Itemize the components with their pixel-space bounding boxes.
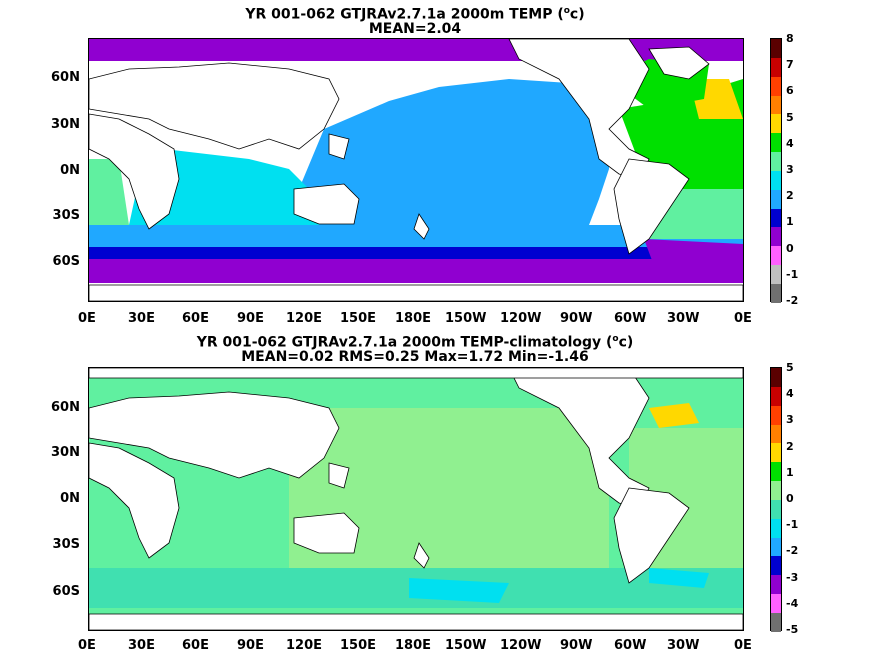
panel2-x-tick: 30E	[128, 638, 155, 653]
colorbar-label: 0	[786, 241, 794, 255]
colorbar-segment	[771, 556, 781, 576]
colorbar-label: 1	[786, 465, 794, 479]
panel2-x-tick: 180E	[395, 638, 432, 653]
panel2-map	[88, 367, 744, 631]
colorbar-label: 4	[786, 387, 794, 401]
panel2-y-tick: 30N	[51, 445, 80, 460]
panel1-title-line1: YR 001-062 GTJRAv2.7.1a 2000m TEMP (oc)	[245, 6, 585, 23]
colorbar-label: 2	[786, 439, 794, 453]
panel2-x-tick: 0E	[734, 638, 752, 653]
colorbar-segment	[771, 152, 781, 171]
colorbar-segment	[771, 499, 781, 519]
panel1-x-tick: 60W	[614, 311, 647, 326]
panel1-x-tick: 30W	[667, 311, 700, 326]
colorbar-segment	[771, 462, 781, 482]
panel2-x-tick: 0E	[78, 638, 96, 653]
colorbar-segment	[771, 612, 781, 632]
colorbar-segment	[771, 39, 781, 58]
panel1-x-tick: 30E	[128, 311, 155, 326]
colorbar-label: -1	[786, 267, 799, 281]
panel2-x-tick: 120W	[500, 638, 542, 653]
panel1-x-tick: 60E	[182, 311, 209, 326]
panel1-x-tick: 150W	[445, 311, 487, 326]
colorbar-label: 4	[786, 136, 794, 150]
colorbar-segment	[771, 170, 781, 190]
colorbar-label: -5	[786, 623, 799, 636]
colorbar-segment	[771, 424, 781, 444]
panel1-x-tick: 0E	[78, 311, 96, 326]
colorbar-segment	[771, 283, 781, 303]
panel2-x-tick: 60W	[614, 638, 647, 653]
colorbar-segment	[771, 575, 781, 595]
colorbar-segment	[771, 481, 781, 500]
colorbar-segment	[771, 227, 781, 247]
colorbar-segment	[771, 368, 781, 387]
panel1-y-tick: 60S	[52, 254, 80, 269]
panel1-x-tick: 180E	[395, 311, 432, 326]
colorbar-segment	[771, 208, 781, 228]
colorbar-label: 3	[786, 163, 794, 176]
panel1-x-tick: 150E	[340, 311, 377, 326]
panel1-x-tick: 0E	[734, 311, 752, 326]
panel2-x-tick: 120E	[286, 638, 323, 653]
colorbar-segment	[771, 189, 781, 209]
colorbar-segment	[771, 57, 781, 77]
panel2-x-tick: 150E	[340, 638, 377, 653]
panel1-y-tick: 0N	[60, 163, 80, 178]
panel2-title-line2: MEAN=0.02 RMS=0.25 Max=1.72 Min=-1.46	[241, 349, 589, 365]
colorbar-label: -2	[786, 294, 799, 307]
colorbar-label: 5	[786, 361, 794, 374]
panel2-y-tick: 30S	[52, 537, 80, 552]
panel1-y-tick: 30N	[51, 117, 80, 132]
panel1-title-line2: MEAN=2.04	[368, 21, 462, 37]
colorbar-segment	[771, 443, 781, 463]
panel2-y-tick: 60N	[51, 400, 80, 415]
colorbar-label: 3	[786, 413, 794, 427]
colorbar-segment	[771, 405, 781, 425]
panel2-title-line1: YR 001-062 GTJRAv2.7.1a 2000m TEMP-clima…	[196, 334, 634, 351]
colorbar-label: 1	[786, 215, 794, 229]
colorbar-segment	[771, 594, 781, 613]
panel2-x-tick: 90E	[237, 638, 264, 653]
colorbar-label: -3	[786, 570, 799, 584]
panel1-x-tick: 120E	[286, 311, 323, 326]
panel1-colorbar	[770, 38, 782, 303]
panel1-x-tick: 90W	[560, 311, 593, 326]
colorbar-label: 8	[786, 32, 794, 45]
colorbar-segment	[771, 246, 781, 266]
colorbar-label: 2	[786, 189, 794, 203]
colorbar-segment	[771, 518, 781, 538]
panel2-x-tick: 90W	[560, 638, 593, 653]
colorbar-label: -2	[786, 544, 799, 558]
colorbar-segment	[771, 114, 781, 134]
colorbar-label: 7	[786, 58, 794, 72]
colorbar-segment	[771, 386, 781, 406]
panel1-y-tick: 30S	[52, 208, 80, 223]
panel2-x-tick: 150W	[445, 638, 487, 653]
colorbar-segment	[771, 76, 781, 96]
colorbar-segment	[771, 265, 781, 284]
colorbar-label: 0	[786, 492, 794, 505]
colorbar-label: -4	[786, 596, 799, 610]
panel2-y-tick: 0N	[60, 491, 80, 506]
panel1-x-tick: 120W	[500, 311, 542, 326]
panel1-map	[88, 38, 744, 302]
panel1-y-tick: 60N	[51, 70, 80, 85]
panel1-map-graphic	[88, 38, 744, 302]
colorbar-segment	[771, 133, 781, 153]
colorbar-label: 5	[786, 110, 794, 124]
panel2-colorbar	[770, 367, 782, 632]
panel2-x-tick: 30W	[667, 638, 700, 653]
colorbar-label: -1	[786, 518, 799, 532]
panel2-map-graphic	[88, 367, 744, 631]
colorbar-label: 6	[786, 84, 794, 98]
colorbar-segment	[771, 537, 781, 557]
panel1-x-tick: 90E	[237, 311, 264, 326]
panel2-x-tick: 60E	[182, 638, 209, 653]
panel2-y-tick: 60S	[52, 584, 80, 599]
colorbar-segment	[771, 95, 781, 115]
